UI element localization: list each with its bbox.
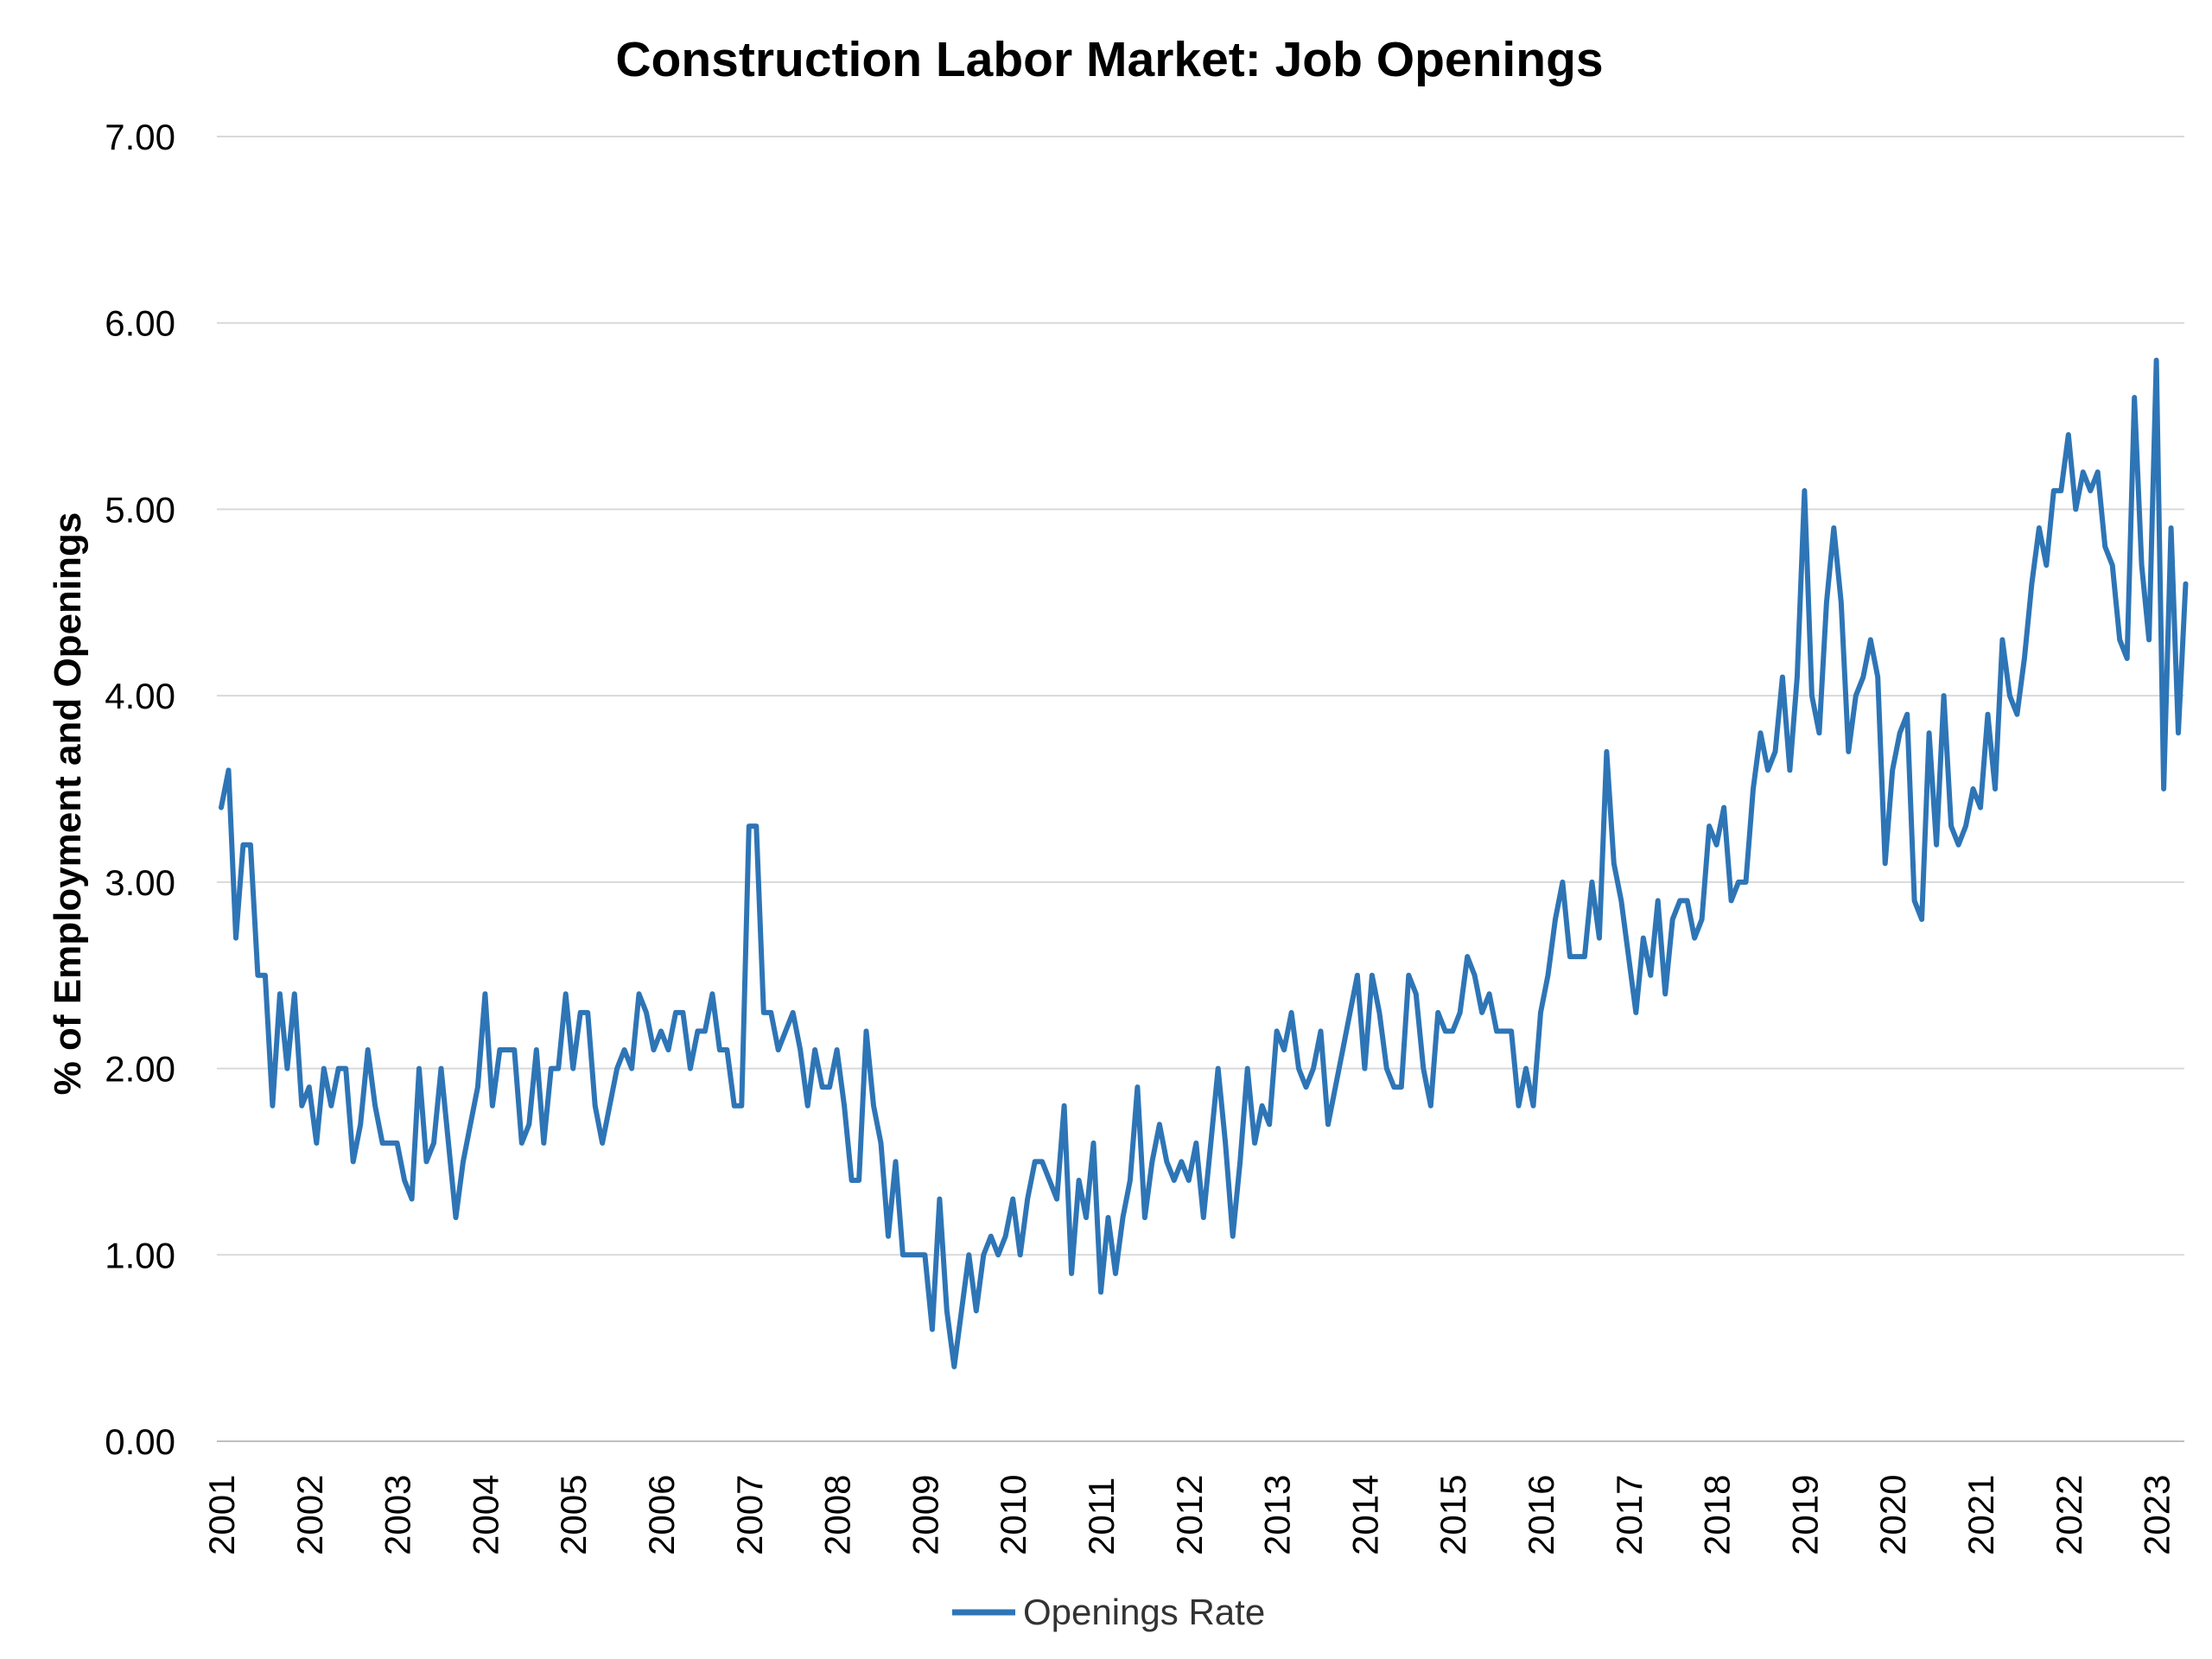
legend: Openings Rate — [952, 1592, 1265, 1632]
x-tick-label: 2009 — [905, 1475, 945, 1555]
x-tick-label: 2018 — [1697, 1475, 1738, 1555]
x-tick-label: 2016 — [1521, 1475, 1561, 1555]
x-tick-label: 2011 — [1081, 1478, 1122, 1555]
y-tick-label: 3.00 — [105, 862, 175, 903]
x-tick-label: 2022 — [2049, 1475, 2089, 1555]
x-tick-label: 2006 — [641, 1475, 682, 1555]
gridlines — [217, 136, 2184, 1442]
x-tick-label: 2019 — [1784, 1475, 1825, 1555]
x-tick-label: 2010 — [993, 1475, 1033, 1555]
x-tick-label: 2012 — [1169, 1475, 1210, 1555]
x-tick-label: 2023 — [2137, 1475, 2177, 1555]
y-tick-label: 6.00 — [105, 303, 175, 344]
y-tick-label: 2.00 — [105, 1049, 175, 1090]
x-tick-label: 2020 — [1872, 1475, 1913, 1555]
legend-label-openings-rate: Openings Rate — [1023, 1592, 1265, 1632]
chart-title: Construction Labor Market: Job Openings — [615, 32, 1603, 87]
x-tick-label: 2017 — [1609, 1475, 1649, 1555]
x-tick-label: 2002 — [289, 1475, 330, 1555]
x-tick-label: 2014 — [1344, 1475, 1385, 1555]
x-tick-label: 2015 — [1433, 1475, 1473, 1555]
y-tick-label: 7.00 — [105, 117, 175, 157]
series-line-openings-rate — [219, 357, 2189, 1370]
y-tick-label: 4.00 — [105, 676, 175, 716]
x-tick-label: 2007 — [729, 1475, 770, 1555]
x-tick-label: 2001 — [201, 1475, 242, 1555]
y-tick-label: 5.00 — [105, 489, 175, 530]
y-tick-label: 1.00 — [105, 1235, 175, 1275]
y-axis-ticks: 0.00 1.00 2.00 3.00 4.00 5.00 6.00 7.00 — [105, 117, 175, 1462]
x-tick-label: 2013 — [1257, 1475, 1298, 1555]
x-tick-label: 2021 — [1961, 1475, 2001, 1555]
x-tick-label: 2004 — [465, 1475, 505, 1555]
y-axis-title: % of Employment and Openings — [47, 512, 89, 1096]
x-tick-label: 2008 — [817, 1475, 858, 1555]
x-tick-label: 2003 — [378, 1475, 418, 1555]
y-tick-label: 0.00 — [105, 1421, 175, 1462]
x-tick-label: 2005 — [553, 1475, 594, 1555]
series-layer — [219, 357, 2189, 1370]
x-axis-ticks: 2001 2002 2003 2004 2005 2006 2007 2008 2009 2010… — [201, 1475, 2177, 1555]
